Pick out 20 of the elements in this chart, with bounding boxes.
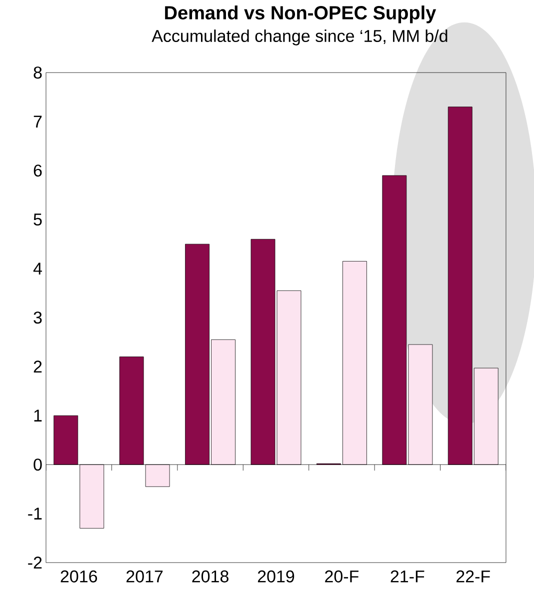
y-tick-label: 1 xyxy=(34,410,42,422)
y-tick-label: 4 xyxy=(33,262,42,274)
y-tick-label: 6 xyxy=(34,164,42,177)
x-tick-label: 2016 xyxy=(60,570,98,582)
y-tick-label: 7 xyxy=(34,116,42,128)
y-tick-label: 8 xyxy=(34,66,42,79)
y-tick-label: -2 xyxy=(28,556,42,569)
x-tick-label: 2019 xyxy=(258,570,294,582)
x-tick-label: 22-F xyxy=(456,570,490,582)
x-tick-label: 21-F xyxy=(390,570,424,582)
x-tick-label: 2018 xyxy=(192,570,228,582)
x-tick-label: 2017 xyxy=(126,570,163,582)
y-tick-label: 3 xyxy=(34,312,42,324)
chart-subtitle: Accumulated change since ‘15, MM b/d xyxy=(152,30,448,46)
y-tick-label: 0 xyxy=(34,458,42,471)
y-tick-label: 5 xyxy=(34,214,42,226)
y-tick-label: -1 xyxy=(28,508,42,520)
x-tick-label: 20-F xyxy=(325,570,359,582)
chart-title: Demand vs Non-OPEC Supply xyxy=(165,6,436,24)
y-tick-label: 2 xyxy=(34,360,42,373)
